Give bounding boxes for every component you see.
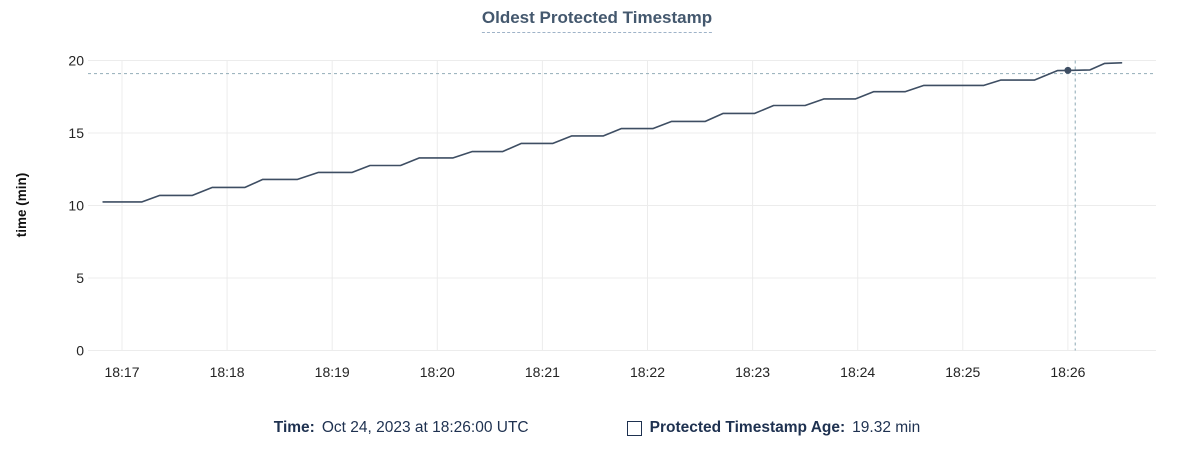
tooltip-time: Time: Oct 24, 2023 at 18:26:00 UTC <box>274 419 529 437</box>
x-tick-label: 18:19 <box>315 364 350 380</box>
x-tick-label: 18:22 <box>630 364 665 380</box>
series-checkbox-icon[interactable] <box>626 420 642 436</box>
x-tick-label: 18:18 <box>210 364 245 380</box>
chart-title[interactable]: Oldest Protected Timestamp <box>481 8 713 33</box>
legend-item-protected-timestamp-age[interactable]: Protected Timestamp Age: 19.32 min <box>626 419 921 437</box>
chart-tooltip-legend: Time: Oct 24, 2023 at 18:26:00 UTC Prote… <box>0 419 1194 437</box>
tooltip-time-value: Oct 24, 2023 at 18:26:00 UTC <box>321 419 529 436</box>
y-axis-title: time (min) <box>14 173 29 238</box>
y-tick-label: 5 <box>76 270 84 286</box>
series-line-protected-timestamp-age <box>102 61 1123 203</box>
y-tick-label: 20 <box>68 53 84 69</box>
y-tick-label: 0 <box>76 343 84 359</box>
tooltip-time-label: Time: <box>273 419 315 436</box>
y-tick-label: 15 <box>68 125 84 141</box>
x-tick-label: 18:17 <box>104 364 139 380</box>
tooltip-series-value: 19.32 min <box>852 419 921 436</box>
y-tick-label: 10 <box>68 198 84 214</box>
hover-point-dot <box>1064 66 1072 74</box>
x-tick-label: 18:23 <box>735 364 770 380</box>
x-tick-label: 18:20 <box>420 364 455 380</box>
x-tick-label: 18:26 <box>1050 364 1085 380</box>
tooltip-series-label: Protected Timestamp Age: <box>649 419 846 436</box>
x-tick-label: 18:21 <box>525 364 560 380</box>
x-tick-label: 18:25 <box>945 364 980 380</box>
chart-plot-area[interactable]: 0 5 10 15 20 18:17 18:18 18:19 18:20 18:21 18:22 18… <box>0 0 1194 410</box>
x-tick-label: 18:24 <box>840 364 875 380</box>
